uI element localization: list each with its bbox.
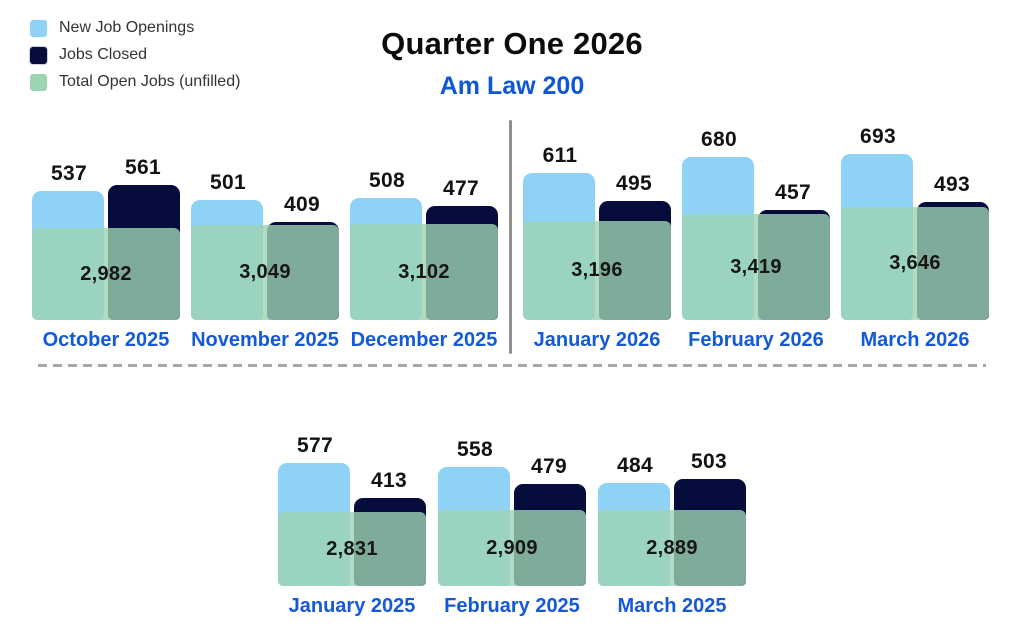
month-label-march-2026: March 2026: [860, 329, 970, 351]
month-label-february-2026: February 2026: [688, 329, 824, 351]
total-open-jobs-bar: [438, 510, 586, 586]
bar-cluster: 577 413 2,831: [278, 426, 426, 586]
month-label-november-2025: November 2025: [191, 329, 339, 351]
bar-cluster: 558 479 2,909: [438, 426, 586, 586]
total-open-jobs-bar: [841, 207, 989, 320]
total-open-jobs-value: 2,889: [646, 537, 698, 559]
legend-label-jobs-closed: Jobs Closed: [59, 46, 148, 63]
total-open-jobs-bar: [350, 224, 498, 320]
bar-cluster: 537 561 2,982: [32, 120, 180, 320]
bar-cluster: 611 495 3,196: [523, 120, 671, 320]
jobs-closed-value: 413: [371, 469, 407, 492]
total-open-jobs-value: 2,909: [486, 537, 538, 559]
month-group-january-2025: 577 413 2,831 January 2025: [278, 426, 426, 618]
section-divider-dashed: [38, 364, 986, 367]
jobs-closed-value: 503: [691, 450, 727, 473]
month-group-december-2025: 508 477 3,102 December 2025: [350, 120, 498, 354]
chart-row-current-quarters: 537 561 2,982 October 2025 501 409 3,049 Novemb…: [32, 120, 989, 354]
jobs-closed-value: 561: [125, 156, 161, 179]
bar-cluster: 484 503 2,889: [598, 426, 746, 586]
bar-cluster: 693 493 3,646: [841, 120, 989, 320]
legend-item-jobs-closed: Jobs Closed: [30, 46, 240, 64]
legend-label-total-open-jobs: Total Open Jobs (unfilled): [59, 73, 241, 90]
new-job-openings-value: 484: [617, 454, 653, 477]
bar-cluster: 501 409 3,049: [191, 120, 339, 320]
total-open-jobs-bar: [523, 221, 671, 320]
month-group-march-2025: 484 503 2,889 March 2025: [598, 426, 746, 618]
bar-cluster: 680 457 3,419: [682, 120, 830, 320]
new-job-openings-swatch-icon: [30, 19, 47, 37]
new-job-openings-value: 611: [542, 144, 578, 167]
month-group-november-2025: 501 409 3,049 November 2025: [191, 120, 339, 354]
new-job-openings-value: 501: [210, 171, 246, 194]
total-open-jobs-value: 2,831: [326, 538, 378, 560]
new-job-openings-value: 558: [457, 438, 493, 461]
jobs-closed-value: 479: [531, 455, 567, 478]
new-job-openings-value: 508: [369, 169, 405, 192]
total-open-jobs-bar: [682, 214, 830, 320]
new-job-openings-value: 577: [297, 434, 333, 457]
total-open-jobs-value: 3,646: [889, 252, 941, 274]
month-group-march-2026: 693 493 3,646 March 2026: [841, 120, 989, 354]
jobs-closed-value: 493: [934, 173, 970, 196]
month-label-march-2025: March 2025: [617, 595, 727, 617]
month-group-february-2025: 558 479 2,909 February 2025: [438, 426, 586, 618]
legend: New Job Openings Jobs Closed Total Open …: [30, 19, 240, 100]
total-open-jobs-value: 3,102: [398, 261, 450, 283]
new-job-openings-value: 680: [701, 128, 737, 151]
total-open-jobs-value: 3,196: [571, 259, 623, 281]
total-open-jobs-swatch-icon: [30, 73, 47, 91]
jobs-closed-value: 477: [443, 177, 479, 200]
quarter-divider-line: [509, 120, 512, 354]
total-open-jobs-value: 2,982: [80, 263, 132, 285]
month-label-december-2025: December 2025: [350, 329, 498, 351]
month-label-january-2025: January 2025: [288, 595, 416, 617]
month-group-february-2026: 680 457 3,419 February 2026: [682, 120, 830, 354]
legend-item-total-open-jobs: Total Open Jobs (unfilled): [30, 73, 240, 91]
month-group-january-2026: 611 495 3,196 January 2026: [523, 120, 671, 354]
bar-cluster: 508 477 3,102: [350, 120, 498, 320]
total-open-jobs-bar: [598, 510, 746, 586]
month-label-october-2025: October 2025: [42, 329, 170, 351]
month-label-february-2025: February 2025: [444, 595, 580, 617]
month-group-october-2025: 537 561 2,982 October 2025: [32, 120, 180, 354]
jobs-closed-value: 495: [616, 172, 652, 195]
jobs-closed-swatch-icon: [30, 46, 47, 64]
total-open-jobs-value: 3,049: [239, 261, 291, 283]
new-job-openings-value: 537: [51, 162, 87, 185]
month-label-january-2026: January 2026: [533, 329, 661, 351]
legend-item-new-job-openings: New Job Openings: [30, 19, 240, 37]
total-open-jobs-bar: [191, 225, 339, 320]
legend-label-new-job-openings: New Job Openings: [59, 19, 195, 36]
total-open-jobs-value: 3,419: [730, 256, 782, 278]
jobs-closed-value: 409: [284, 193, 320, 216]
jobs-closed-value: 457: [775, 181, 811, 204]
total-open-jobs-bar: [278, 512, 426, 586]
new-job-openings-value: 693: [860, 125, 896, 148]
chart-row-prior-year-quarter: 577 413 2,831 January 2025 558 479 2,909 Februa…: [278, 426, 746, 618]
total-open-jobs-bar: [32, 228, 180, 320]
